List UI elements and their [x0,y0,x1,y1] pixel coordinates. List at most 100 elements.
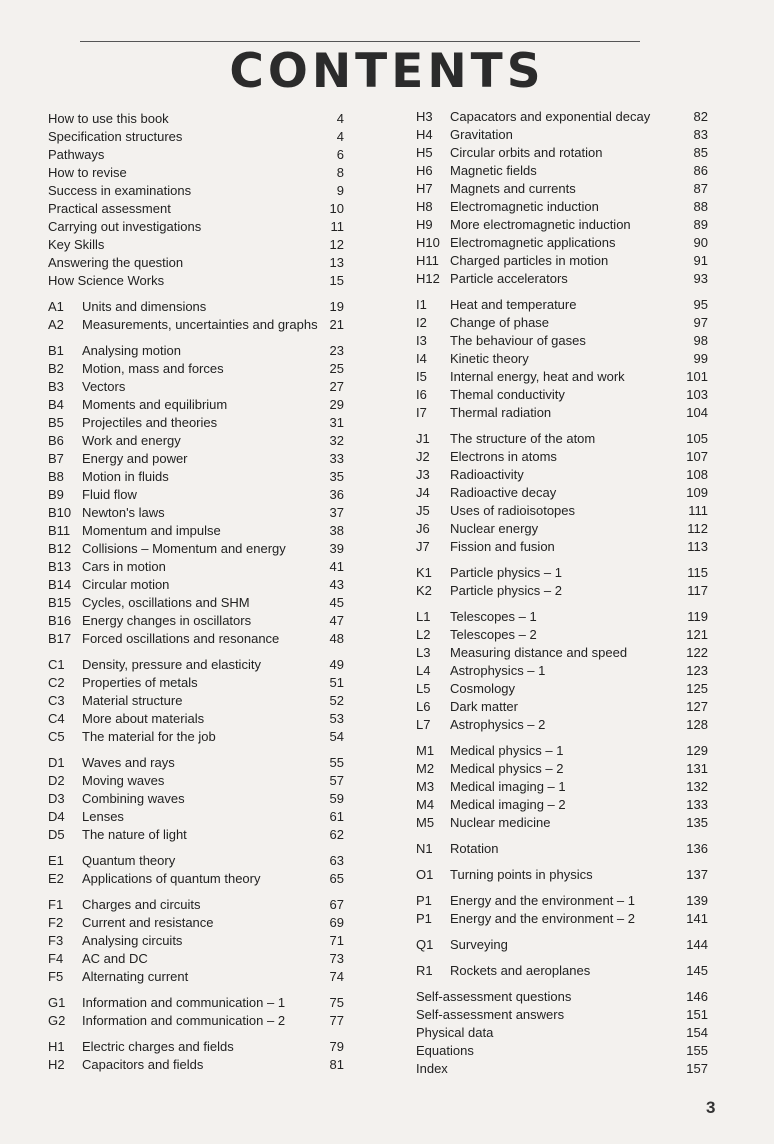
entry-page: 98 [693,333,708,348]
entry-page: 107 [686,449,708,464]
entry-title: Index [416,1061,448,1076]
contents-entry: E2 Applications of quantum theory 65 [48,870,344,888]
contents-entry: J6 Nuclear energy 112 [416,520,708,538]
entry-code: H11 [416,253,439,268]
entry-code: A1 [48,299,64,314]
entry-page: 31 [329,415,344,430]
contents-entry: E1 Quantum theory 63 [48,852,344,870]
entry-page: 109 [686,485,708,500]
contents-group: Q1 Surveying 144 [416,936,708,954]
contents-group: N1 Rotation 136 [416,840,708,858]
contents-entry: K1 Particle physics – 1 115 [416,564,708,582]
entry-page: 83 [693,127,708,142]
contents-entry: L5 Cosmology 125 [416,680,708,698]
entry-page: 67 [329,897,344,912]
contents-entry: B11 Momentum and impulse 38 [48,522,344,540]
contents-entry: H11 Charged particles in motion 91 [416,252,708,270]
entry-code: M1 [416,743,435,758]
entry-page: 85 [693,145,708,160]
entry-page: 13 [329,255,344,270]
contents-entry: J2 Electrons in atoms 107 [416,448,708,466]
entry-page: 74 [329,969,344,984]
entry-title: Pathways [48,147,105,162]
contents-entry: P1 Energy and the environment – 2 141 [416,910,708,928]
entry-code: H3 [416,109,433,124]
entry-code: I4 [416,351,427,366]
entry-code: B4 [48,397,64,412]
contents-entry: Pathways 6 [48,146,344,164]
entry-page: 75 [329,995,344,1010]
entry-code: B3 [48,379,64,394]
entry-code: R1 [416,963,433,978]
entry-title: AC and DC [82,951,148,966]
entry-title: Cosmology [450,681,516,696]
contents-entry: Self-assessment answers 151 [416,1006,708,1024]
entry-title: Capacators and exponential decay [450,109,651,124]
contents-entry: C5 The material for the job 54 [48,728,344,746]
contents-entry: Self-assessment questions 146 [416,988,708,1006]
entry-code: A2 [48,317,64,332]
entry-page: 103 [686,387,708,402]
entry-title: Turning points in physics [450,867,593,882]
entry-code: G1 [48,995,66,1010]
contents-entry: H9 More electromagnetic induction 89 [416,216,708,234]
entry-title: Telescopes – 1 [450,609,537,624]
contents-entry: J5 Uses of radioisotopes 111 [416,502,708,520]
entry-page: 115 [687,565,708,580]
contents-group: Self-assessment questions 146 Self-assessm… [416,988,708,1078]
entry-title: More electromagnetic induction [450,217,631,232]
contents-group: H1 Electric charges and fields 79 H2 Capacit… [48,1038,344,1074]
contents-entry: B8 Motion in fluids 35 [48,468,344,486]
entry-page: 38 [329,523,344,538]
contents-entry: F3 Analysing circuits 71 [48,932,344,950]
entry-page: 111 [688,503,708,518]
entry-code: F1 [48,897,64,912]
entry-code: B11 [48,523,71,538]
entry-page: 23 [329,343,344,358]
contents-entry: I5 Internal energy, heat and work 101 [416,368,708,386]
entry-title: How Science Works [48,273,165,288]
entry-page: 8 [336,165,344,180]
contents-group: E1 Quantum theory 63 E2 Applications of quan… [48,852,344,888]
entry-page: 15 [329,273,344,288]
contents-entry: L4 Astrophysics – 1 123 [416,662,708,680]
entry-page: 79 [329,1039,344,1054]
contents-group: P1 Energy and the environment – 1 139 P1 Ene… [416,892,708,928]
entry-page: 61 [329,809,344,824]
entry-page: 9 [336,183,344,198]
entry-code: E1 [48,853,64,868]
contents-entry: Index 157 [416,1060,708,1078]
entry-title: Surveying [450,937,508,952]
entry-code: L4 [416,663,431,678]
contents-entry: I2 Change of phase 97 [416,314,708,332]
entry-title: Uses of radioisotopes [450,503,576,518]
contents-entry: H1 Electric charges and fields 79 [48,1038,344,1056]
contents-entry: I7 Thermal radiation 104 [416,404,708,422]
entry-title: Medical physics – 1 [450,743,564,758]
entry-page: 129 [686,743,708,758]
entry-title: Combining waves [82,791,185,806]
contents-group: R1 Rockets and aeroplanes 145 [416,962,708,980]
contents-left-column: How to use this book 4 Specification struc… [48,110,344,1082]
entry-page: 146 [686,989,708,1004]
contents-entry: H2 Capacitors and fields 81 [48,1056,344,1074]
entry-code: J4 [416,485,430,500]
entry-title: Particle physics – 1 [450,565,562,580]
entry-title: Self-assessment questions [416,989,572,1004]
entry-code: C3 [48,693,65,708]
entry-title: Charges and circuits [82,897,201,912]
entry-code: F5 [48,969,64,984]
entry-title: Equations [416,1043,474,1058]
entry-code: O1 [416,867,434,882]
contents-group: B1 Analysing motion 23 B2 Motion, mass and f… [48,342,344,648]
entry-code: H6 [416,163,433,178]
entry-code: L1 [416,609,431,624]
entry-page: 82 [693,109,708,124]
entry-code: J6 [416,521,430,536]
entry-title: Applications of quantum theory [82,871,261,886]
entry-page: 90 [693,235,708,250]
entry-title: Density, pressure and elasticity [82,657,261,672]
contents-entry: H10 Electromagnetic applications 90 [416,234,708,252]
entry-title: Medical imaging – 2 [450,797,566,812]
entry-page: 73 [329,951,344,966]
